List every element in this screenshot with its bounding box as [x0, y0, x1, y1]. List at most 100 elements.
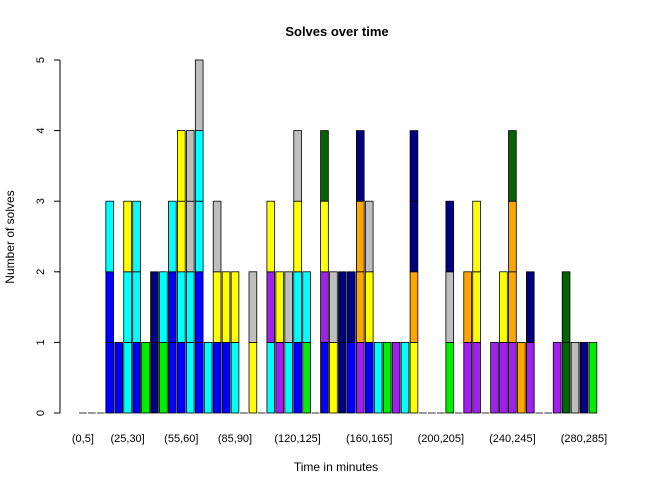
bar-55-seg-0 — [570, 341, 580, 414]
bar-5-seg-1 — [123, 271, 132, 343]
bar-12-seg-3 — [185, 130, 195, 202]
bar-3-seg-1 — [105, 271, 114, 343]
bar-41-seg-0 — [445, 341, 455, 414]
bar-30-seg-1 — [347, 271, 356, 343]
bar-54-seg-1 — [561, 271, 571, 343]
bar-50-seg-1 — [526, 271, 535, 343]
bar-31-seg-2 — [355, 200, 365, 273]
bar-13-seg-1 — [194, 271, 204, 343]
bar-7-seg-0 — [141, 341, 150, 414]
bar-37-seg-3 — [409, 130, 419, 202]
bar-11-seg-1 — [177, 271, 186, 343]
bar-13-seg-4 — [194, 59, 204, 131]
bar-33-seg-0 — [373, 341, 383, 414]
x-tick-label-0: (0,5] — [72, 433, 94, 445]
x-axis-label: Time in minutes — [294, 460, 378, 474]
bar-27-seg-0 — [320, 341, 329, 414]
bar-5-seg-2 — [123, 200, 132, 273]
bar-24-seg-1 — [293, 271, 302, 343]
bar-10-seg-2 — [168, 200, 177, 273]
bar-24-seg-2 — [293, 200, 302, 273]
bar-11-seg-0 — [177, 341, 186, 414]
bar-8-seg-0 — [150, 341, 159, 414]
bar-24-seg-0 — [293, 341, 302, 414]
bar-13-seg-0 — [194, 341, 204, 414]
bar-5-seg-0 — [123, 341, 132, 414]
bar-31-seg-0 — [355, 341, 365, 414]
bar-57-seg-0 — [588, 341, 598, 414]
x-axis: (0,5] (25,30] (55,60] (85,90] (120,125] (160,… — [72, 433, 607, 445]
bar-16-seg-1 — [221, 271, 231, 343]
bar-6-seg-1 — [132, 271, 141, 343]
bar-10-seg-0 — [168, 341, 177, 414]
bar-41-seg-2 — [445, 200, 455, 273]
bar-13-seg-2 — [194, 200, 204, 273]
bar-10-seg-1 — [168, 271, 177, 343]
bar-22-seg-0 — [275, 341, 285, 414]
bar-53-seg-0 — [552, 341, 562, 414]
bar-11-seg-2 — [177, 200, 186, 273]
y-tick-label-2: 2 — [35, 269, 47, 275]
bar-21-seg-2 — [266, 200, 276, 273]
bar-12-seg-0 — [185, 341, 195, 414]
bar-48-seg-3 — [508, 130, 517, 202]
bar-48-seg-0 — [508, 341, 517, 414]
bar-21-seg-1 — [266, 271, 276, 343]
bar-22-seg-1 — [275, 271, 285, 343]
bar-19-seg-1 — [248, 271, 258, 343]
bar-44-seg-2 — [472, 200, 481, 273]
bar-44-seg-0 — [472, 341, 481, 414]
x-tick-label-4: (120,125] — [274, 433, 320, 445]
bar-31-seg-3 — [355, 130, 365, 202]
bar-12-seg-2 — [185, 200, 195, 273]
y-tick-label-3: 3 — [35, 198, 47, 204]
bar-43-seg-1 — [463, 271, 472, 343]
bar-34-seg-0 — [382, 341, 392, 414]
bar-27-seg-3 — [320, 130, 329, 202]
bar-3-seg-0 — [105, 341, 114, 414]
bar-6-seg-2 — [132, 200, 141, 273]
bar-9-seg-0 — [159, 341, 168, 414]
bar-36-seg-0 — [400, 341, 410, 414]
bar-47-seg-0 — [499, 341, 508, 414]
bar-9-seg-1 — [159, 271, 168, 343]
bar-29-seg-0 — [338, 341, 347, 414]
y-tick-label-1: 1 — [35, 339, 47, 345]
x-tick-label-7: (240,245] — [489, 433, 535, 445]
bar-46-seg-0 — [490, 341, 499, 414]
bar-15-seg-0 — [212, 341, 222, 414]
bar-49-seg-0 — [517, 341, 526, 414]
bar-48-seg-1 — [508, 271, 517, 343]
bar-37-seg-2 — [409, 200, 419, 273]
bar-17-seg-1 — [230, 271, 240, 343]
bar-27-seg-1 — [320, 271, 329, 343]
bar-37-seg-0 — [409, 341, 419, 414]
bar-24-seg-3 — [293, 130, 302, 202]
bar-21-seg-0 — [266, 341, 276, 414]
bar-19-seg-0 — [248, 341, 258, 414]
y-tick-label-5: 5 — [35, 57, 47, 63]
bar-group — [79, 59, 598, 414]
x-tick-label-5: (160,165] — [346, 433, 392, 445]
bar-25-seg-0 — [302, 341, 311, 414]
bar-3-seg-2 — [105, 200, 114, 273]
bar-4-seg-0 — [114, 341, 123, 414]
bar-32-seg-1 — [364, 271, 374, 343]
bar-29-seg-1 — [338, 271, 347, 343]
bar-50-seg-0 — [526, 341, 535, 414]
bar-14-seg-0 — [203, 341, 213, 414]
bar-35-seg-0 — [391, 341, 401, 414]
x-tick-label-6: (200,205] — [418, 433, 464, 445]
x-tick-label-1: (25,30] — [110, 433, 144, 445]
bar-15-seg-2 — [212, 200, 222, 273]
bar-32-seg-0 — [364, 341, 374, 414]
bar-17-seg-0 — [230, 341, 240, 414]
bar-32-seg-2 — [364, 200, 374, 273]
bar-47-seg-1 — [499, 271, 508, 343]
bar-6-seg-0 — [132, 341, 141, 414]
bar-54-seg-0 — [561, 341, 571, 414]
bar-48-seg-2 — [508, 200, 517, 273]
y-axis: 0 1 2 3 4 5 — [35, 57, 61, 416]
x-tick-label-3: (85,90] — [218, 433, 252, 445]
